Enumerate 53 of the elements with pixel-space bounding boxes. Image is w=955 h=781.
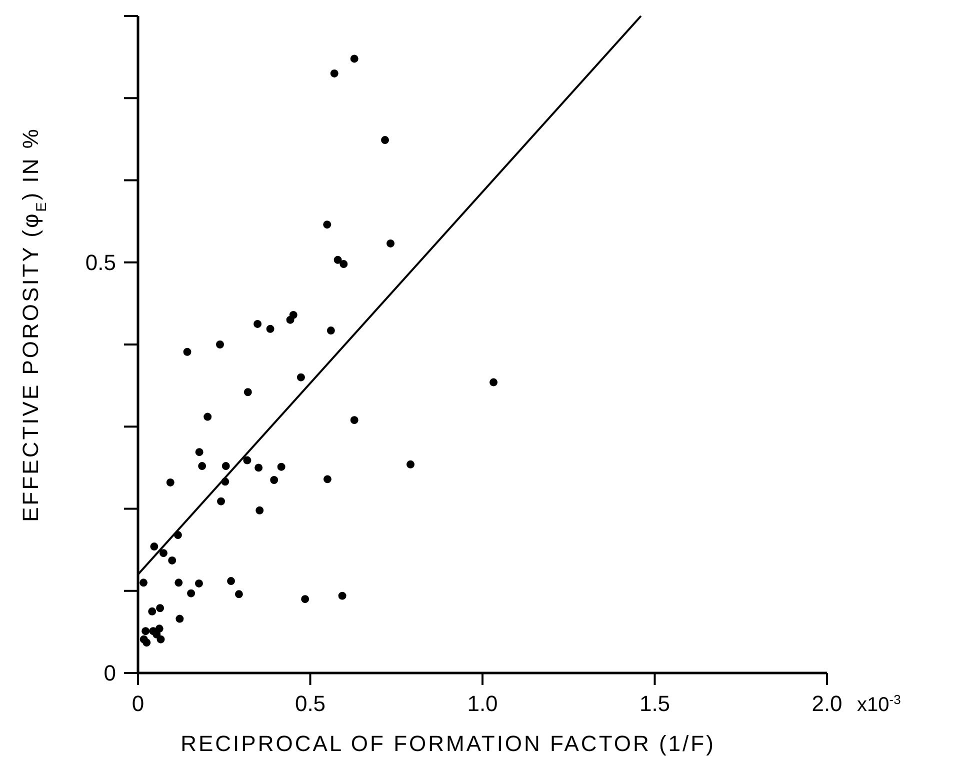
point [254,320,262,328]
x-tick-label: 1.0 [467,691,498,716]
point [277,462,286,471]
point [350,54,358,63]
point [256,506,264,514]
point [301,595,310,604]
point [194,580,203,588]
point [198,462,206,470]
point [338,592,346,600]
point [330,70,338,78]
point [323,220,332,229]
point [140,578,148,587]
point [142,627,150,636]
point [160,549,168,558]
point [174,578,183,587]
point [406,460,414,468]
point [340,260,348,268]
point [286,316,294,324]
point [176,614,184,623]
x-tick-label: 0.5 [294,691,326,716]
point [234,590,243,598]
point [187,589,196,598]
point [204,412,212,421]
point [150,542,158,551]
x-axis-title: RECIPROCAL OF FORMATION FACTOR (1/F) [180,731,716,756]
point [217,497,226,506]
point [244,388,252,396]
x-tick-label: 1.5 [639,691,670,716]
point [166,478,174,486]
point [142,638,151,647]
point [156,604,164,612]
point [350,416,358,424]
point [243,456,252,464]
x-tick-label: 2.0 [812,691,842,716]
text: x10$^{-3}$ [857,692,901,716]
point [323,475,332,484]
point [381,136,389,144]
point [266,324,274,333]
point [334,256,342,264]
point [148,607,156,616]
point [254,464,263,472]
x-tick-label: 0 [132,691,144,716]
point [227,577,236,585]
point [216,340,224,348]
point [183,348,192,356]
point [168,556,176,564]
point [326,326,335,335]
point [222,462,230,470]
point [386,240,395,248]
point [490,378,498,386]
point [195,448,204,456]
point [270,476,278,484]
point [296,373,305,382]
